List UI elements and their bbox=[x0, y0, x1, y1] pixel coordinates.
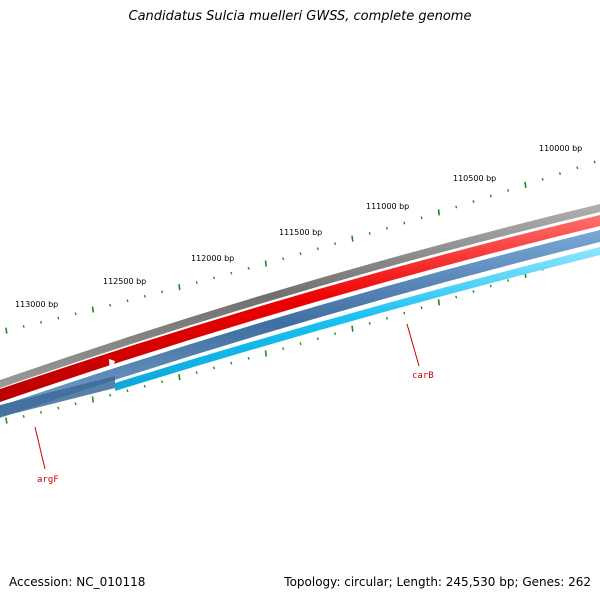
outer-scale-minor-tick bbox=[126, 299, 129, 303]
outer-scale-minor-tick bbox=[541, 177, 544, 181]
outer-scale-minor-tick bbox=[299, 252, 302, 256]
inner-scale-major-tick bbox=[5, 417, 8, 424]
inner-scale-minor-tick bbox=[22, 415, 25, 418]
outer-scale-minor-tick bbox=[282, 257, 285, 261]
inner-scale-minor-tick bbox=[39, 410, 43, 414]
inner-scale-major-tick bbox=[264, 350, 268, 357]
inner-scale-major-tick bbox=[351, 325, 354, 332]
outer-scale-minor-tick bbox=[247, 266, 250, 270]
outer-scale-minor-tick bbox=[507, 189, 510, 192]
outer-scale-minor-tick bbox=[143, 294, 146, 298]
outer-scale-minor-tick bbox=[385, 226, 389, 230]
outer-scale-major-tick bbox=[264, 260, 268, 267]
map-title: Candidatus Sulcia muelleri GWSS, complet… bbox=[128, 9, 472, 24]
scale-labels: 110000 bp 110500 bp 111000 bp 111500 bp … bbox=[15, 144, 582, 309]
outer-scale-minor-tick bbox=[403, 221, 406, 225]
outer-scale-minor-tick bbox=[109, 303, 112, 307]
inner-scale-minor-tick bbox=[57, 406, 60, 410]
inner-scale-minor-tick bbox=[109, 393, 112, 397]
genome-summary-text: Topology: circular; Length: 245,530 bp; … bbox=[284, 575, 591, 589]
inner-scale-major-tick bbox=[178, 374, 181, 381]
inner-scale-minor-tick bbox=[368, 322, 371, 325]
carB-leader-line bbox=[406, 323, 420, 367]
outer-scale-minor-tick bbox=[39, 320, 43, 324]
outer-scale-major-tick bbox=[351, 235, 354, 242]
outer-scale-minor-tick bbox=[455, 205, 458, 209]
inner-scale-major-tick bbox=[91, 396, 95, 403]
reverse-cds-feature[interactable] bbox=[0, 230, 600, 418]
outer-scale-minor-tick bbox=[22, 325, 25, 328]
outer-scale-minor-tick bbox=[489, 194, 492, 198]
inner-scale-minor-tick bbox=[247, 356, 250, 360]
outer-scale-minor-tick bbox=[558, 172, 562, 175]
outer-scale-major-tick bbox=[5, 327, 8, 334]
inner-scale-minor-tick bbox=[195, 371, 198, 374]
inner-scale-minor-tick bbox=[489, 284, 492, 288]
inner-scale-minor-tick bbox=[161, 380, 164, 384]
scale-label-110500: 110500 bp bbox=[453, 174, 496, 183]
outer-scale-minor-tick bbox=[316, 247, 319, 251]
outer-scale-minor-tick bbox=[212, 276, 216, 280]
outer-scale-minor-tick bbox=[334, 242, 337, 246]
inner-scale-minor-tick bbox=[507, 279, 510, 282]
scale-label-111000: 111000 bp bbox=[366, 202, 409, 211]
outer-scale-minor-tick bbox=[57, 316, 60, 320]
gene-label-carB[interactable]: carB bbox=[412, 371, 434, 381]
inner-scale-minor-tick bbox=[143, 384, 146, 388]
outer-scale-minor-tick bbox=[195, 281, 198, 284]
outer-scale-major-tick bbox=[437, 209, 441, 216]
scale-label-112500: 112500 bp bbox=[103, 277, 146, 286]
genome-backbone bbox=[0, 204, 600, 388]
inner-scale-minor-tick bbox=[126, 389, 129, 393]
outer-scale-minor-tick bbox=[576, 166, 579, 170]
outer-scale-major-tick bbox=[178, 284, 181, 291]
inner-scale-minor-tick bbox=[282, 347, 285, 351]
argF-leader-line bbox=[34, 426, 46, 470]
forward-cds-feature[interactable] bbox=[0, 215, 600, 402]
inner-scale-minor-tick bbox=[455, 295, 458, 299]
scale-label-112000: 112000 bp bbox=[191, 254, 234, 263]
inner-scale-minor-tick bbox=[334, 332, 337, 336]
scale-label-110000: 110000 bp bbox=[539, 144, 582, 153]
outer-scale-minor-tick bbox=[420, 216, 423, 220]
accession-text: Accession: NC_010118 bbox=[9, 575, 146, 589]
inner-scale-minor-tick bbox=[385, 316, 389, 320]
inner-scale-major-tick bbox=[437, 299, 441, 306]
inner-scale-minor-tick bbox=[74, 402, 77, 406]
outer-scale-major-tick bbox=[524, 181, 527, 188]
inner-scale-minor-tick bbox=[212, 366, 216, 370]
outer-scale-ticks bbox=[5, 160, 596, 334]
gene-label-argF[interactable]: argF bbox=[37, 475, 59, 485]
argF-feature[interactable] bbox=[0, 376, 115, 417]
outer-scale-major-tick bbox=[91, 306, 95, 313]
reverse-strand-track bbox=[115, 247, 600, 391]
inner-scale-minor-tick bbox=[420, 306, 423, 310]
outer-scale-minor-tick bbox=[368, 232, 371, 235]
inner-scale-minor-tick bbox=[403, 311, 406, 315]
outer-scale-minor-tick bbox=[230, 271, 233, 275]
inner-scale-minor-tick bbox=[472, 290, 475, 293]
scale-label-111500: 111500 bp bbox=[279, 228, 322, 237]
scale-label-113000: 113000 bp bbox=[15, 300, 58, 309]
outer-scale-minor-tick bbox=[74, 312, 77, 316]
inner-scale-minor-tick bbox=[299, 342, 302, 346]
outer-scale-minor-tick bbox=[472, 200, 475, 203]
outer-scale-minor-tick bbox=[593, 160, 596, 164]
outer-scale-minor-tick bbox=[161, 290, 164, 294]
inner-scale-minor-tick bbox=[316, 337, 319, 341]
inner-scale-minor-tick bbox=[230, 361, 233, 365]
